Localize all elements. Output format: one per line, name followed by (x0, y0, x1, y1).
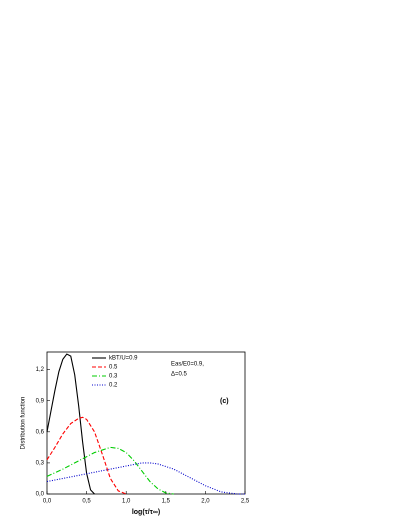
x-axis-label: log(τ/τ∞) (132, 509, 160, 516)
y-axis-label: Distribution function (21, 397, 27, 450)
series-line (46, 416, 127, 495)
x-tick-label: 1,5 (162, 499, 171, 505)
x-tick-label: 0,0 (43, 499, 52, 505)
legend-label: 0.5 (109, 365, 118, 371)
series-line (46, 446, 174, 495)
annotation: Eas/E0=0.9, (171, 362, 204, 368)
annotation: (c) (220, 398, 229, 405)
plot-frame (46, 351, 246, 495)
x-tick-label: 2,5 (241, 499, 250, 505)
series-line (46, 462, 245, 495)
legend-label: kBT/U=0.9 (109, 356, 138, 362)
y-tick-label: 0,9 (36, 398, 45, 404)
legend-label: 0.2 (109, 383, 118, 389)
y-tick-label: 0,6 (36, 429, 45, 435)
annotation: Δ=0.5 (171, 372, 188, 378)
y-tick-label: 0,0 (36, 492, 45, 498)
x-tick-label: 1,0 (122, 499, 131, 505)
x-tick-label: 2,0 (201, 499, 210, 505)
x-tick-label: 0,5 (82, 499, 91, 505)
y-tick-label: 0,3 (36, 460, 45, 466)
y-tick-label: 1,2 (36, 367, 45, 373)
legend-label: 0.3 (109, 374, 118, 380)
